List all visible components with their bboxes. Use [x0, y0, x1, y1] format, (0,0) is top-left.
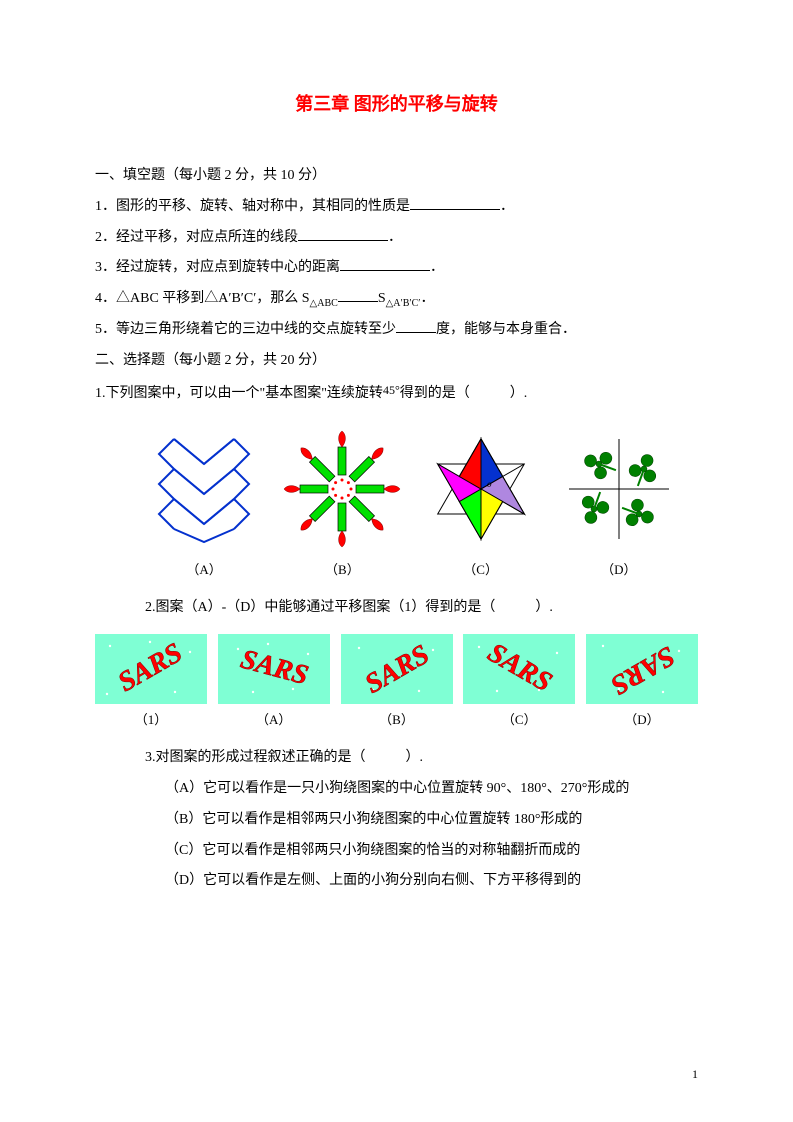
- q3-opt-a: （A）它可以看作是一只小狗绕图案的中心位置旋转 90°、180°、270°形成的: [95, 774, 698, 805]
- q3-blank[interactable]: [340, 256, 430, 271]
- q1-1: 1．图形的平移、旋转、轴对称中，其相同的性质是 ．: [95, 192, 698, 223]
- pattern-d-icon: [564, 434, 674, 544]
- sars-3: SARS: [341, 634, 453, 704]
- q4-blank[interactable]: [338, 287, 378, 302]
- page: 第三章 图形的平移与旋转 一、填空题（每小题 2 分，共 10 分） 1．图形的…: [0, 0, 793, 1122]
- q2-text-a: 2．经过平移，对应点所连的线段: [95, 230, 298, 245]
- q4-text-b: ．: [420, 291, 434, 306]
- figure-b: [273, 429, 411, 549]
- label-a: （A）: [135, 559, 273, 578]
- s2q1-deg: 45°: [383, 383, 400, 397]
- section2-heading: 二、选择题（每小题 2 分，共 20 分）: [95, 346, 698, 377]
- q1-2: 2．经过平移，对应点所连的线段 ．: [95, 223, 698, 254]
- pattern-a-icon: [154, 434, 254, 544]
- label-d: （D）: [550, 559, 688, 578]
- label-c: （C）: [412, 559, 550, 578]
- q4-sub1: △ABC: [310, 298, 338, 309]
- sars-2: SARS: [218, 634, 330, 704]
- q4-sub2: △A′B′C′: [386, 298, 421, 309]
- svg-text:o: o: [487, 479, 492, 489]
- pattern-b-icon: [282, 429, 402, 549]
- s2q1-c: ）.: [510, 386, 528, 401]
- s2q2-a: 2.图案（A）-（D）中能够通过平移图案（1）得到的是（: [145, 600, 495, 615]
- sars-5: SARS: [586, 634, 698, 704]
- sars-icon-5: SARS: [586, 634, 698, 704]
- sars-label-row: （1） （A） （B） （C） （D）: [95, 709, 698, 728]
- pattern-c-icon: o: [426, 429, 536, 549]
- q3-opt-d: （D）它可以看作是左侧、上面的小狗分别向右侧、下方平移得到的: [95, 866, 698, 897]
- q3-text-b: ．: [430, 260, 444, 275]
- section1-heading: 一、填空题（每小题 2 分，共 10 分）: [95, 161, 698, 192]
- sars-label-d: （D）: [586, 709, 698, 728]
- q4-text-a: 4．△ABC 平移到△A′B′C′，那么 S: [95, 291, 310, 306]
- s2q1-b: 得到的是（: [400, 386, 470, 401]
- s2q3-a: 3.对图案的形成过程叙述正确的是（: [145, 750, 366, 765]
- sars-1: SARS: [95, 634, 207, 704]
- sars-label-c: （C）: [463, 709, 575, 728]
- q2-1: 1.下列图案中，可以由一个"基本图案"连续旋转45°得到的是（ ）.: [95, 377, 698, 410]
- q3-text-a: 3．经过旋转，对应点到旋转中心的距离: [95, 260, 340, 275]
- s2q1-a: 1.下列图案中，可以由一个"基本图案"连续旋转: [95, 386, 383, 401]
- q2-blank[interactable]: [298, 226, 388, 241]
- q1-3: 3．经过旋转，对应点到旋转中心的距离 ．: [95, 253, 698, 284]
- q1-5: 5．等边三角形绕着它的三边中线的交点旋转至少 度，能够与本身重合．: [95, 315, 698, 346]
- sars-label-1: （1）: [95, 709, 207, 728]
- sars-icon-3: SARS: [341, 634, 453, 704]
- s2q3-b: ）.: [406, 750, 424, 765]
- q3-opt-b: （B）它可以看作是相邻两只小狗绕图案的中心位置旋转 180°形成的: [95, 805, 698, 836]
- sars-label-a: （A）: [218, 709, 330, 728]
- label-row-1: （A） （B） （C） （D）: [135, 559, 688, 578]
- sars-row: SARS SARS SARS SARS: [95, 634, 698, 704]
- q2-2: 2.图案（A）-（D）中能够通过平移图案（1）得到的是（ ）.: [95, 593, 698, 624]
- sars-label-b: （B）: [341, 709, 453, 728]
- chapter-title: 第三章 图形的平移与旋转: [95, 90, 698, 116]
- figure-a: [135, 434, 273, 544]
- figure-c: o: [412, 429, 550, 549]
- q2-text-b: ．: [388, 230, 402, 245]
- page-number: 1: [692, 1067, 698, 1082]
- figure-d: [550, 434, 688, 544]
- sars-icon-2: SARS: [218, 634, 330, 704]
- q5-text-b: 度，能够与本身重合．: [436, 322, 576, 337]
- q1-text-a: 1．图形的平移、旋转、轴对称中，其相同的性质是: [95, 199, 410, 214]
- q4-mid: S: [378, 291, 386, 306]
- sars-icon-1: SARS: [95, 634, 207, 704]
- q3-opt-c: （C）它可以看作是相邻两只小狗绕图案的恰当的对称轴翻折而成的: [95, 836, 698, 867]
- q5-blank[interactable]: [396, 318, 436, 333]
- sars-4: SARS: [463, 634, 575, 704]
- label-b: （B）: [273, 559, 411, 578]
- q1-blank[interactable]: [410, 195, 500, 210]
- q5-text-a: 5．等边三角形绕着它的三边中线的交点旋转至少: [95, 322, 396, 337]
- sars-icon-4: SARS: [463, 634, 575, 704]
- q1-4: 4．△ABC 平移到△A′B′C′，那么 S△ABC S△A′B′C′．: [95, 284, 698, 315]
- q2-3: 3.对图案的形成过程叙述正确的是（ ）.: [95, 743, 698, 774]
- s2q2-b: ）.: [535, 600, 553, 615]
- figure-row-1: o: [135, 429, 688, 549]
- q1-text-b: ．: [500, 199, 514, 214]
